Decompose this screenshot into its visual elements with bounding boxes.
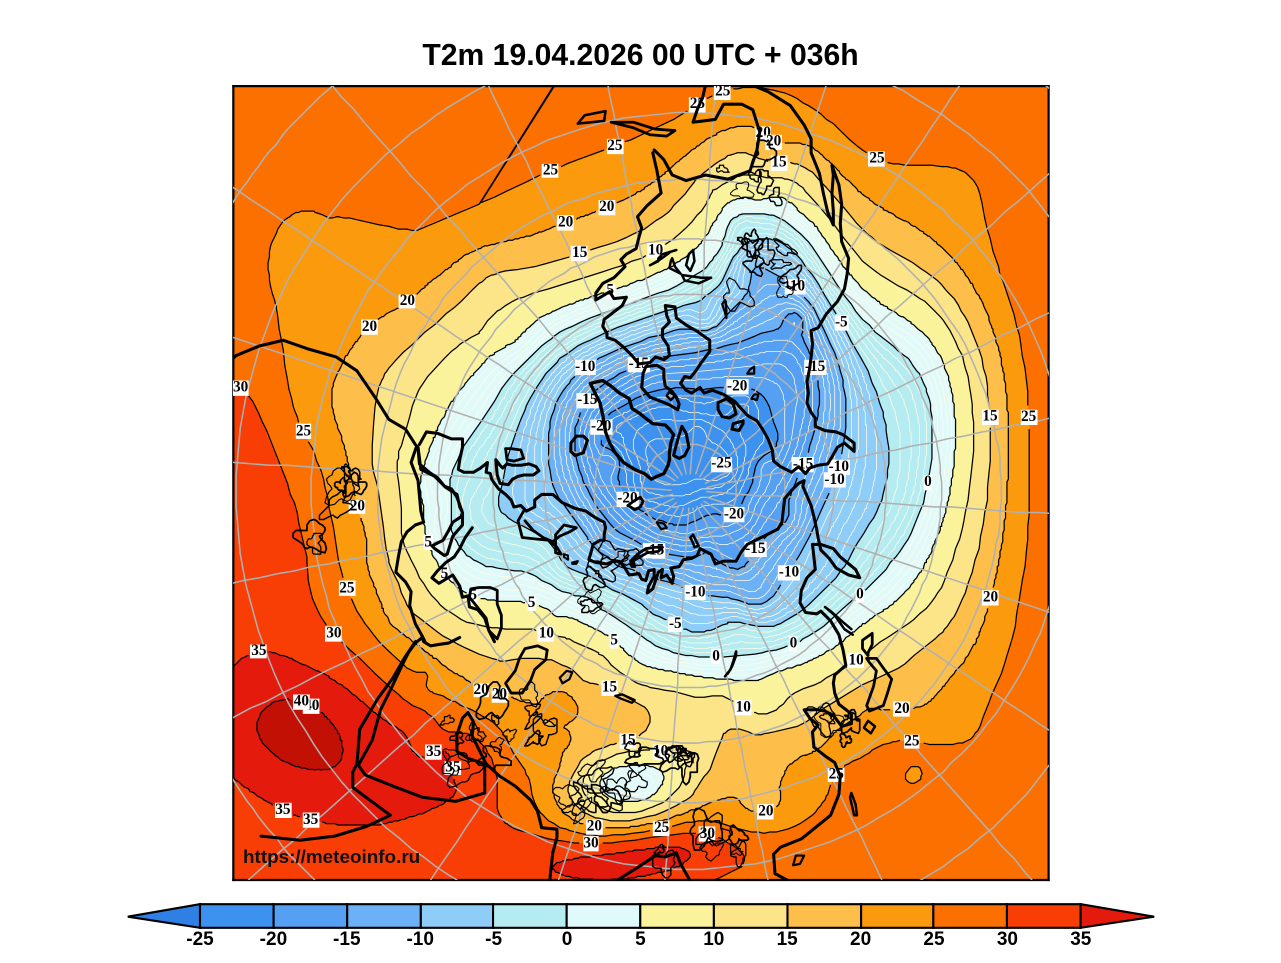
svg-text:-10: -10	[829, 458, 850, 475]
svg-text:15: 15	[602, 678, 618, 695]
svg-text:5: 5	[610, 631, 618, 648]
svg-text:5: 5	[606, 281, 614, 298]
svg-text:30: 30	[326, 625, 342, 642]
svg-text:-20: -20	[724, 505, 745, 522]
svg-text:15: 15	[572, 244, 588, 261]
svg-text:25: 25	[923, 929, 945, 950]
svg-text:10: 10	[648, 241, 664, 258]
svg-text:0: 0	[562, 929, 573, 950]
svg-text:-15: -15	[644, 541, 665, 558]
svg-text:5: 5	[635, 929, 646, 950]
svg-text:0: 0	[924, 473, 932, 490]
svg-text:-15: -15	[333, 929, 361, 950]
svg-text:-10: -10	[779, 564, 800, 581]
svg-text:-25: -25	[711, 455, 732, 472]
svg-text:-25: -25	[186, 929, 214, 950]
svg-text:20: 20	[850, 929, 871, 950]
svg-text:5: 5	[469, 587, 477, 604]
svg-text:-10: -10	[685, 583, 706, 600]
svg-text:10: 10	[539, 625, 555, 642]
svg-text:30: 30	[583, 835, 599, 852]
svg-text:https://meteoinfo.ru: https://meteoinfo.ru	[243, 847, 420, 868]
svg-text:35: 35	[426, 743, 442, 760]
svg-text:35: 35	[303, 811, 319, 828]
svg-text:20: 20	[558, 213, 574, 230]
svg-text:10: 10	[848, 651, 864, 668]
svg-text:25: 25	[869, 150, 885, 167]
svg-text:-10: -10	[575, 358, 596, 375]
svg-text:15: 15	[771, 153, 787, 170]
svg-text:35: 35	[251, 642, 267, 659]
svg-text:20: 20	[362, 318, 378, 335]
svg-text:0: 0	[856, 585, 864, 602]
svg-text:15: 15	[982, 408, 998, 425]
svg-text:5: 5	[528, 594, 536, 611]
svg-text:-10: -10	[824, 471, 845, 488]
svg-text:25: 25	[339, 579, 355, 596]
svg-text:-5: -5	[485, 929, 502, 950]
svg-text:35: 35	[445, 759, 461, 776]
svg-text:40: 40	[294, 693, 310, 710]
svg-text:0: 0	[790, 635, 798, 652]
svg-text:35: 35	[1070, 929, 1092, 950]
svg-text:25: 25	[607, 137, 623, 154]
svg-text:20: 20	[983, 588, 999, 605]
svg-text:-20: -20	[617, 489, 638, 506]
svg-text:20: 20	[599, 198, 615, 215]
svg-text:20: 20	[400, 292, 416, 309]
svg-text:20: 20	[587, 817, 603, 834]
svg-text:25: 25	[543, 162, 559, 179]
svg-text:25: 25	[715, 83, 731, 100]
svg-text:25: 25	[904, 732, 920, 749]
svg-text:30: 30	[233, 378, 249, 395]
svg-text:20: 20	[894, 700, 910, 717]
svg-text:-5: -5	[835, 313, 848, 330]
svg-text:-10: -10	[406, 929, 433, 950]
svg-text:5: 5	[424, 534, 432, 551]
svg-text:15: 15	[777, 929, 799, 950]
svg-text:10: 10	[703, 929, 724, 950]
svg-text:25: 25	[296, 422, 312, 439]
svg-text:15: 15	[620, 731, 636, 748]
svg-text:10: 10	[736, 698, 752, 715]
svg-text:20: 20	[350, 498, 366, 515]
svg-text:25: 25	[654, 819, 670, 836]
svg-text:30: 30	[997, 929, 1018, 950]
svg-text:20: 20	[758, 803, 774, 820]
svg-text:25: 25	[1021, 408, 1037, 425]
svg-text:-15: -15	[577, 391, 598, 408]
svg-text:0: 0	[712, 647, 720, 664]
svg-text:35: 35	[275, 801, 291, 818]
svg-text:-20: -20	[591, 418, 612, 435]
svg-text:-5: -5	[669, 615, 682, 632]
svg-text:-20: -20	[260, 929, 287, 950]
svg-text:-20: -20	[727, 377, 748, 394]
svg-text:20: 20	[474, 681, 490, 698]
svg-text:T2m 19.04.2026 00 UTC + 036h: T2m 19.04.2026 00 UTC + 036h	[422, 39, 858, 72]
svg-text:5: 5	[441, 565, 449, 582]
